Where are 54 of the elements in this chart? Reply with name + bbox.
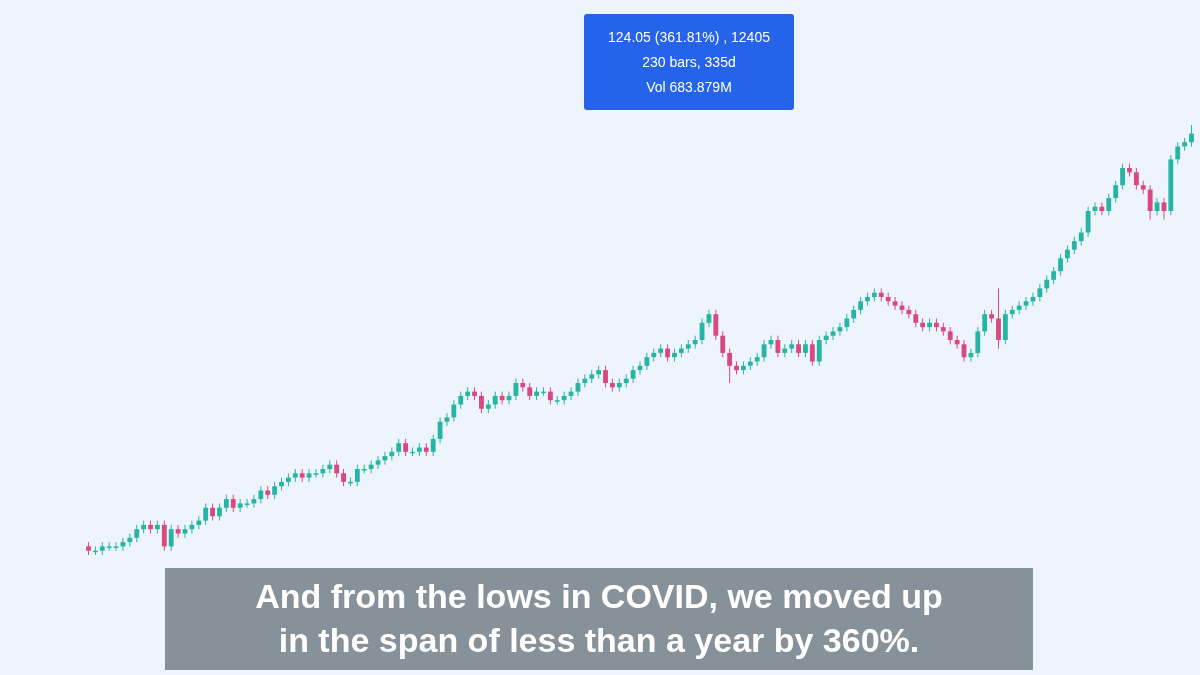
- candlestick: [1106, 193, 1112, 216]
- candlestick: [444, 412, 450, 427]
- candlestick: [996, 287, 1001, 350]
- candlestick: [244, 498, 250, 509]
- candlestick: [1099, 201, 1105, 216]
- candlestick: [1133, 167, 1139, 190]
- candlestick: [1113, 180, 1119, 203]
- candlestick: [906, 305, 912, 319]
- candlestick: [975, 326, 981, 358]
- candlestick: [823, 330, 829, 345]
- candlestick: [630, 365, 636, 384]
- candlestick: [775, 335, 781, 358]
- candlestick: [320, 464, 326, 479]
- candlestick: [1175, 141, 1181, 165]
- candlestick: [306, 468, 312, 483]
- candlestick: [713, 309, 719, 341]
- candlestick: [1120, 163, 1125, 190]
- candlestick: [451, 399, 457, 423]
- candlestick: [1189, 124, 1194, 147]
- candlestick: [499, 391, 505, 405]
- candlestick: [430, 434, 436, 457]
- candlestick: [1058, 253, 1063, 276]
- candlestick: [954, 335, 960, 350]
- candlestick: [354, 464, 360, 487]
- candlestick: [189, 520, 195, 534]
- candlestick: [982, 309, 988, 337]
- candlestick: [1023, 296, 1029, 311]
- candlestick: [161, 520, 167, 552]
- candlestick: [816, 335, 822, 367]
- candlestick: [479, 391, 484, 414]
- candlestick: [809, 339, 815, 367]
- text: And from the lows in COVID, we moved up in the span of less than a year by 360%.: [255, 577, 943, 659]
- candlestick: [237, 498, 243, 513]
- candlestick: [313, 468, 319, 479]
- candlestick: [203, 502, 209, 526]
- candlestick: [375, 455, 381, 470]
- candlestick: [113, 541, 119, 552]
- candlestick: [182, 524, 188, 539]
- candlestick: [761, 339, 767, 362]
- candlestick: [168, 524, 174, 552]
- candlestick: [727, 348, 733, 384]
- candlestick: [1085, 206, 1091, 238]
- candlestick: [1147, 184, 1153, 221]
- candlestick: [720, 330, 726, 358]
- candlestick: [175, 524, 181, 539]
- candlestick: [892, 296, 898, 311]
- candlestick: [830, 326, 836, 341]
- candlestick: [968, 348, 974, 362]
- candlestick: [1037, 283, 1043, 302]
- candlestick: [513, 378, 519, 401]
- candlestick: [603, 365, 608, 388]
- candlestick: [368, 459, 374, 474]
- text: 124.05 (361.81%) , 12405 230 bars, 335d Vol 683.879M: [608, 29, 771, 95]
- candlestick: [644, 352, 650, 371]
